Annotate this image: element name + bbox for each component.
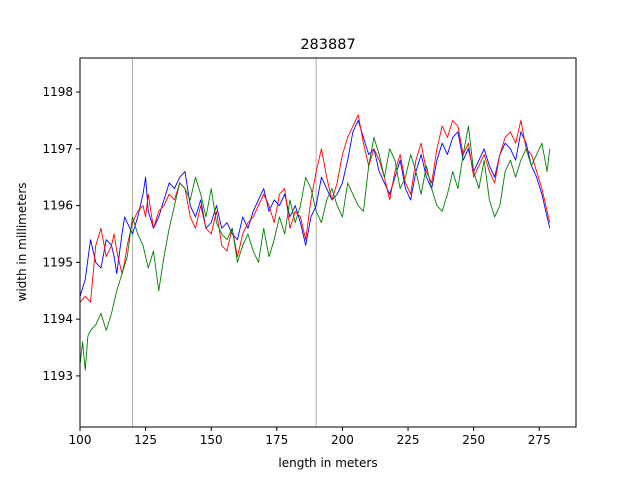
y-tick-label: 1193: [42, 369, 73, 383]
x-tick-label: 250: [462, 433, 485, 447]
y-axis-label: width in millimeters: [15, 182, 29, 301]
y-tick-label: 1196: [42, 199, 73, 213]
y-tick-label: 1195: [42, 255, 73, 269]
y-tick-label: 1194: [42, 312, 73, 326]
x-tick-label: 200: [331, 433, 354, 447]
x-tick-label: 225: [397, 433, 420, 447]
plot-area: 100 125 150 175 200 225 250 275 1193 1194 1195 1196…: [42, 57, 577, 447]
series-line-3: [79, 125, 551, 371]
x-tick-label: 150: [200, 433, 223, 447]
x-tick-label: 100: [69, 433, 92, 447]
series-line-2: [79, 114, 551, 303]
x-tick-label: 175: [265, 433, 288, 447]
x-tick-label: 275: [528, 433, 551, 447]
chart-title: 283887: [300, 37, 355, 53]
y-tick-label: 1197: [42, 142, 73, 156]
y-tick-label: 1198: [42, 85, 73, 99]
x-axis-label: length in meters: [278, 456, 377, 470]
x-tick-label: 125: [134, 433, 157, 447]
plot-frame: [79, 57, 577, 428]
